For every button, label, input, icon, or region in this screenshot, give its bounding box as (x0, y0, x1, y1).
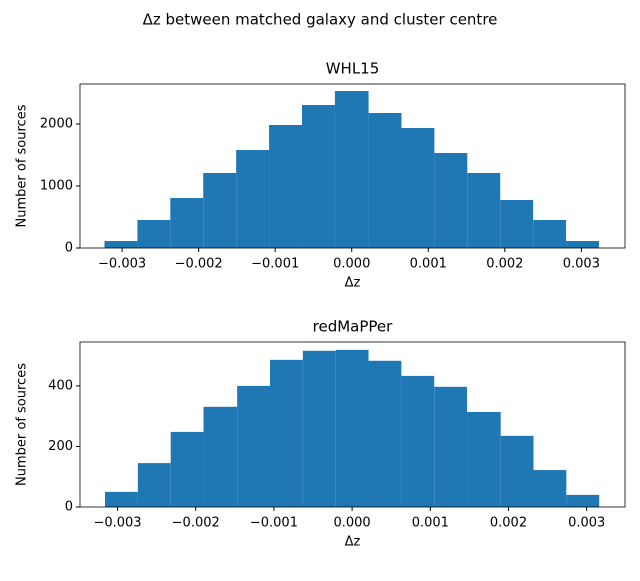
x-tick-label: 0.003 (568, 516, 605, 531)
bar (237, 385, 271, 507)
bar (203, 172, 237, 248)
bar (334, 91, 369, 248)
bar (302, 350, 336, 507)
x-tick-label: −0.003 (98, 257, 146, 272)
bar (467, 411, 501, 507)
bar (105, 491, 138, 507)
bar (434, 153, 468, 248)
bar (270, 359, 303, 507)
bar (434, 386, 468, 507)
bar (170, 431, 204, 507)
x-tick-label: 0.003 (563, 257, 600, 272)
x-tick-label: 0.001 (410, 257, 447, 272)
bar (335, 349, 369, 507)
x-tick-label: −0.003 (93, 516, 141, 531)
y-axis-label: Number of sources (15, 363, 30, 486)
y-tick-label: 0 (65, 500, 73, 515)
x-tick-label: −0.002 (175, 257, 223, 272)
y-tick-label: 1000 (40, 178, 73, 193)
x-axis-label: Δz (345, 276, 361, 291)
bar (533, 219, 567, 248)
x-tick-label: −0.001 (251, 257, 299, 272)
x-tick-label: 0.002 (490, 516, 527, 531)
bar (500, 200, 534, 248)
bar (236, 150, 270, 248)
axes-title: WHL15 (326, 60, 380, 78)
bar (368, 113, 402, 249)
bar (401, 375, 435, 507)
x-tick-label: 0.000 (333, 516, 370, 531)
bar (269, 124, 302, 248)
bar (533, 470, 567, 507)
x-tick-label: 0.000 (333, 257, 370, 272)
bar (566, 240, 599, 248)
bar (566, 494, 600, 507)
bar (301, 105, 335, 248)
bar (203, 406, 238, 507)
figure-title: Δz between matched galaxy and cluster ce… (143, 11, 498, 29)
x-tick-label: −0.001 (250, 516, 298, 531)
bar (137, 219, 171, 248)
bar (104, 240, 138, 248)
y-tick-label: 0 (65, 241, 73, 256)
axes-frame (79, 83, 626, 249)
bar (137, 463, 171, 507)
bar (467, 172, 501, 248)
x-axis-label: Δz (345, 535, 361, 550)
axes-title: redMaPPer (313, 318, 394, 336)
bar (401, 128, 435, 248)
y-tick-label: 200 (48, 439, 73, 454)
bar (170, 198, 204, 248)
x-tick-label: 0.002 (486, 257, 523, 272)
y-tick-label: 2000 (40, 116, 73, 131)
x-tick-label: −0.002 (172, 516, 220, 531)
bar (368, 360, 402, 507)
y-tick-label: 400 (48, 378, 73, 393)
y-axis-label: Number of sources (15, 104, 30, 227)
x-tick-label: 0.001 (412, 516, 449, 531)
bar (500, 435, 534, 507)
